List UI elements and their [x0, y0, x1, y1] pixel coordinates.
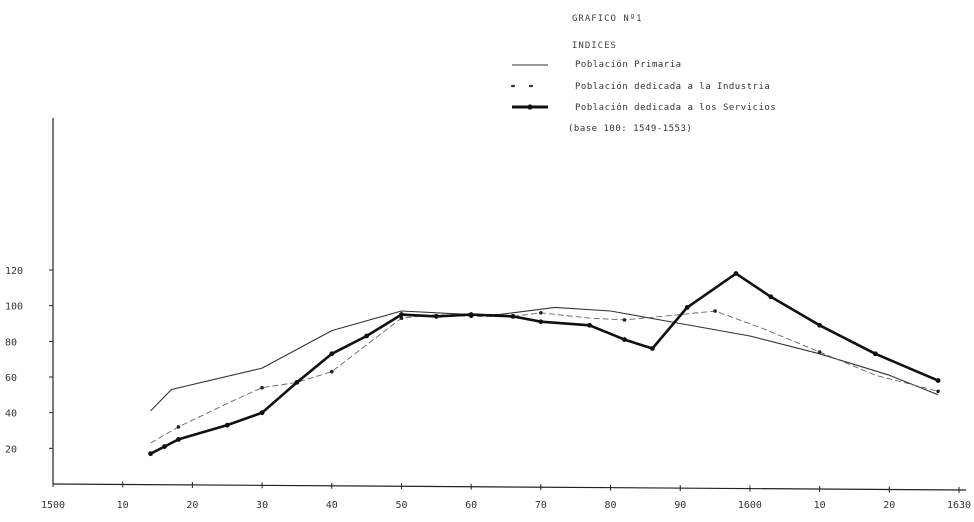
series-point-1	[260, 385, 264, 390]
series-point-2	[768, 294, 774, 300]
x-tick-label: 20	[883, 500, 895, 511]
series-point-1	[399, 316, 404, 320]
series-point-2	[684, 305, 690, 310]
series-point-2	[587, 322, 593, 328]
series-point-2	[259, 410, 265, 416]
x-tick-label: 40	[326, 500, 338, 511]
x-tick-label: 1500	[41, 500, 65, 511]
series-line-2	[150, 272, 939, 455]
series-point-1	[176, 425, 181, 429]
x-tick-label: 50	[395, 500, 407, 511]
y-tick-label: 80	[5, 337, 17, 348]
series-line-0	[150, 306, 939, 412]
y-tick-label: 100	[5, 302, 23, 313]
series-point-2	[294, 379, 300, 385]
series-point-2	[364, 333, 370, 339]
series-point-1	[539, 311, 543, 315]
x-tick-label: 70	[535, 500, 547, 511]
series-point-2	[399, 312, 404, 317]
x-tick-label: 90	[674, 500, 686, 511]
x-ticks: 1500 10 20 30 40 50 60 70 80 90 1600 10 20 1630	[41, 481, 971, 511]
legend-label-industria: Población dedicada a la Industria	[575, 81, 770, 92]
series-point-1	[329, 369, 334, 374]
series-point-2	[329, 351, 335, 357]
series-point-2	[510, 313, 516, 319]
y-tick-label: 40	[5, 409, 17, 420]
series-point-2	[224, 422, 230, 428]
x-axis	[52, 483, 967, 491]
series-point-2	[148, 451, 153, 457]
series-point-2	[468, 312, 474, 317]
series-point-1	[817, 350, 822, 354]
y-tick-label: 60	[5, 373, 17, 384]
x-tick-label: 10	[814, 500, 826, 511]
series-point-2	[733, 271, 739, 276]
series-point-2	[935, 378, 941, 383]
chart-title: GRAFICO Nº1	[572, 14, 643, 24]
legend-title: INDICES	[572, 41, 617, 51]
legend-label-servicios: Población dedicada a los Servicios	[575, 102, 776, 113]
y-ticks: 20 40 60 80 100 120	[5, 266, 53, 455]
x-tick-label: 1600	[738, 500, 762, 511]
legend-marker-servicios	[527, 104, 533, 110]
legend-note: (base 100: 1549-1553)	[568, 124, 692, 134]
legend: Población Primaria Población dedicada a …	[510, 59, 776, 134]
legend-label-primaria: Población Primaria	[575, 59, 682, 70]
x-tick-label: 80	[605, 500, 617, 511]
y-tick-label: 120	[5, 266, 23, 277]
x-tick-label: 10	[117, 500, 129, 511]
x-tick-label: 60	[465, 500, 477, 511]
x-tick-label: 20	[186, 500, 198, 511]
series-point-1	[622, 318, 627, 322]
series-layer	[148, 271, 941, 457]
y-tick-label: 20	[5, 444, 17, 455]
series-line-1	[150, 310, 939, 444]
x-tick-label: 1630	[947, 500, 971, 511]
series-point-1	[713, 309, 717, 313]
series-point-2	[433, 313, 439, 319]
series-point-2	[649, 346, 655, 351]
series-point-2	[176, 437, 181, 442]
series-point-2	[817, 322, 823, 328]
series-point-2	[872, 351, 878, 357]
series-point-2	[162, 444, 167, 449]
series-point-1	[936, 389, 940, 394]
series-point-2	[538, 319, 544, 325]
x-tick-label: 30	[256, 500, 268, 511]
series-point-2	[622, 337, 627, 342]
